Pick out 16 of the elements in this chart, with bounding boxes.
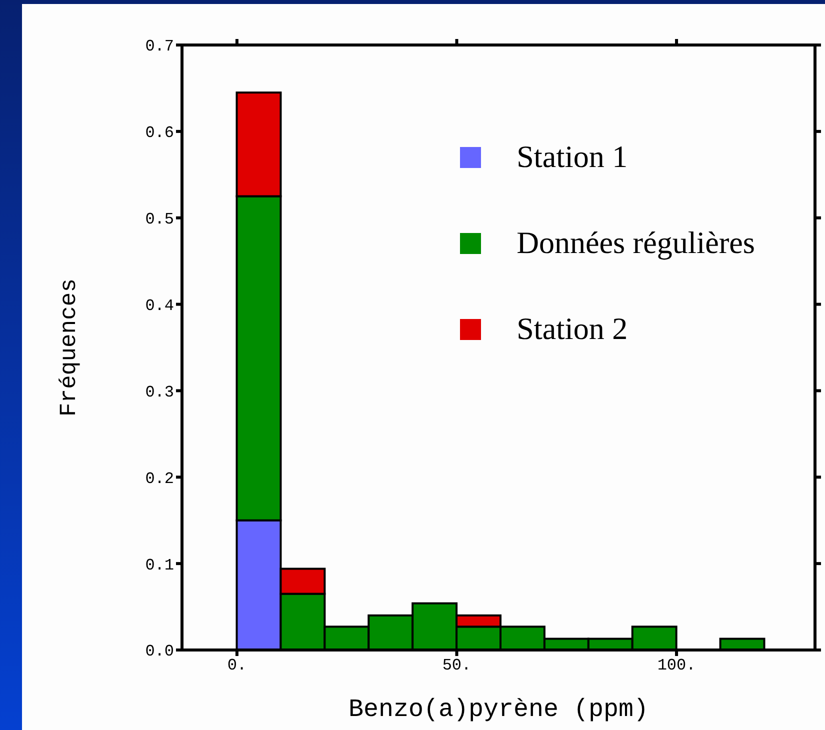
x-tick-label: 0.: [227, 656, 247, 674]
legend-label: Station 2: [516, 311, 628, 347]
y-tick-label: 0.4: [145, 296, 174, 315]
x-tick-label: 50.: [442, 656, 472, 674]
y-tick-label: 0.1: [145, 556, 174, 574]
x-tick-label: 100.: [657, 656, 696, 674]
y-tick-label: 0.7: [145, 38, 174, 56]
y-axis-title: Fréquences: [56, 278, 82, 417]
y-tick-label: 0.3: [145, 383, 174, 402]
legend-label: Données régulières: [516, 225, 755, 261]
x-axis-title: Benzo(a)pyrène (ppm): [348, 695, 649, 724]
y-tick-label: 0.2: [145, 470, 174, 488]
y-tick-label: 0.5: [145, 210, 174, 229]
legend-label: Station 1: [516, 139, 628, 175]
y-tick-label: 0.0: [145, 642, 174, 661]
y-tick-label: 0.6: [145, 124, 174, 142]
